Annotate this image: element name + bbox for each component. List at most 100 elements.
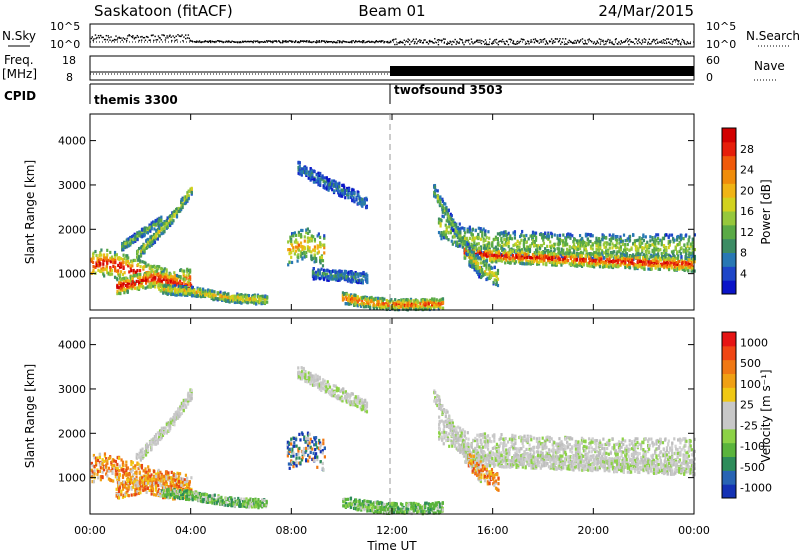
power-echo-cell bbox=[497, 237, 499, 240]
nsky-point bbox=[223, 41, 224, 42]
power-echo-cell bbox=[415, 308, 417, 311]
nsky-point bbox=[602, 40, 603, 41]
power-echo-cell bbox=[663, 244, 665, 247]
power-echo-cell bbox=[291, 261, 293, 264]
power-echo-cell bbox=[292, 249, 294, 252]
nsky-point bbox=[364, 42, 365, 43]
power-echo-cell bbox=[674, 269, 676, 272]
power-echo-cell bbox=[314, 245, 316, 248]
power-echo-cell bbox=[443, 215, 445, 218]
nsky-point bbox=[564, 44, 565, 45]
power-echo-cell bbox=[645, 262, 647, 265]
power-echo-cell bbox=[433, 304, 435, 307]
power-echo-cell bbox=[323, 251, 325, 254]
nsky-point bbox=[587, 39, 588, 40]
nsky-point bbox=[381, 40, 382, 41]
nsky-point bbox=[568, 42, 569, 43]
nave-label: Nave bbox=[754, 59, 785, 73]
power-echo-cell bbox=[626, 254, 628, 257]
power-echo-cell bbox=[323, 243, 325, 246]
power-echo-cell bbox=[361, 204, 363, 207]
nsky-point bbox=[298, 42, 299, 43]
power-echo-cell bbox=[686, 242, 688, 245]
nsky-point bbox=[551, 38, 552, 39]
power-echo-cell bbox=[630, 248, 632, 251]
power-echo-cell bbox=[487, 230, 489, 233]
nsky-point bbox=[189, 38, 190, 39]
power-echo-cell bbox=[592, 244, 594, 247]
nsky-point bbox=[420, 40, 421, 41]
power-echo-cell bbox=[299, 172, 301, 175]
nsky-point bbox=[484, 44, 485, 45]
power-echo-cell bbox=[577, 248, 579, 251]
power-echo-cell bbox=[520, 234, 522, 237]
power-echo-cell bbox=[567, 259, 569, 262]
nsky-point bbox=[559, 40, 560, 41]
power-echo-cell bbox=[498, 259, 500, 262]
nsky-point bbox=[313, 41, 314, 42]
power-echo-cell bbox=[111, 273, 113, 276]
power-echo-cell bbox=[417, 305, 419, 308]
power-echo-cell bbox=[645, 235, 647, 238]
power-echo-cell bbox=[338, 182, 340, 185]
nsky-point bbox=[316, 40, 317, 41]
nsky-point bbox=[654, 40, 655, 41]
power-echo-cell bbox=[160, 219, 162, 222]
nsky-point bbox=[521, 38, 522, 39]
power-echo-cell bbox=[680, 252, 682, 255]
nsky-point bbox=[413, 39, 414, 40]
power-echo-cell bbox=[144, 262, 146, 265]
power-echo-cell bbox=[594, 255, 596, 258]
power-echo-cell bbox=[130, 269, 132, 272]
nsky-point bbox=[481, 40, 482, 41]
power-echo-cell bbox=[133, 269, 135, 272]
power-echo-cell bbox=[523, 234, 525, 237]
power-echo-cell bbox=[637, 252, 639, 255]
power-echo-cell bbox=[290, 256, 292, 259]
nsky-point bbox=[412, 40, 413, 41]
nsky-point bbox=[537, 40, 538, 41]
nsky-point bbox=[123, 37, 124, 38]
power-echo-cell bbox=[616, 246, 618, 249]
power-echo-cell bbox=[136, 280, 138, 283]
power-echo-cell bbox=[308, 230, 310, 233]
power-echo-cell bbox=[103, 274, 105, 277]
nsky-point bbox=[263, 42, 264, 43]
power-echo-cell bbox=[606, 243, 608, 246]
power-echo-cell bbox=[353, 200, 355, 203]
power-echo-cell bbox=[591, 253, 593, 256]
power-echo-cell bbox=[92, 261, 94, 264]
nsky-point bbox=[605, 43, 606, 44]
nsky-point bbox=[649, 39, 650, 40]
nsky-point bbox=[137, 35, 138, 36]
power-echo-cell bbox=[266, 301, 268, 304]
power-echo-cell bbox=[581, 255, 583, 258]
power-echo-cell bbox=[498, 252, 500, 255]
freq-left-tick-bottom: 8 bbox=[66, 71, 73, 84]
power-echo-cell bbox=[508, 245, 510, 248]
nsky-point bbox=[517, 43, 518, 44]
power-echo-cell bbox=[461, 226, 463, 229]
power-echo-cell bbox=[580, 241, 582, 244]
power-echo-cell bbox=[114, 261, 116, 264]
nsky-point bbox=[110, 36, 111, 37]
nsky-point bbox=[235, 41, 236, 42]
power-echo-cell bbox=[586, 250, 588, 253]
power-echo-cell bbox=[562, 240, 564, 243]
power-echo-cell bbox=[497, 232, 499, 235]
nsky-point bbox=[628, 40, 629, 41]
power-echo-cell bbox=[320, 268, 322, 271]
power-echo-cell bbox=[503, 244, 505, 247]
nsky-point bbox=[174, 37, 175, 38]
nsky-point bbox=[565, 38, 566, 39]
power-echo-cell bbox=[526, 256, 528, 259]
power-echo-cell bbox=[366, 281, 368, 284]
nsky-point bbox=[121, 40, 122, 41]
nsky-point bbox=[657, 42, 658, 43]
nsky-point bbox=[515, 44, 516, 45]
nsky-point bbox=[478, 42, 479, 43]
nsky-point bbox=[98, 35, 99, 36]
power-echo-cell bbox=[351, 300, 353, 303]
power-echo-cell bbox=[294, 252, 296, 255]
